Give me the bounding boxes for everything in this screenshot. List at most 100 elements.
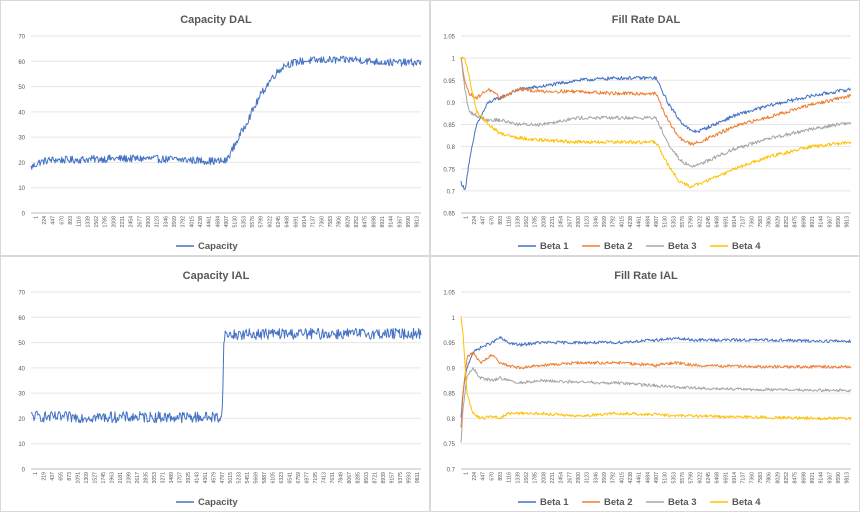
x-tick-label: 2454 — [559, 472, 565, 484]
x-tick-label: 5353 — [671, 472, 677, 484]
y-tick-label: 70 — [18, 291, 25, 297]
x-tick-label: 6691 — [723, 216, 729, 228]
x-tick-label: 9590 — [406, 216, 412, 228]
legend-label-beta-2: Beta 2 — [604, 241, 633, 252]
y-tick-label: 0.7 — [447, 468, 456, 474]
x-tick-label: 7195 — [313, 472, 319, 484]
x-tick-label: 670 — [489, 472, 495, 481]
x-tick-label: 1339 — [85, 216, 91, 228]
x-tick-label: 4015 — [189, 216, 195, 228]
x-tick-label: 5887 — [262, 472, 268, 484]
x-tick-label: 7360 — [749, 216, 755, 228]
x-tick-label: 4684 — [215, 216, 221, 228]
x-tick-label: 6245 — [276, 216, 282, 228]
x-tick-label: 2008 — [111, 216, 117, 228]
x-tick-label: 7360 — [319, 216, 325, 228]
legend-label-beta-1: Beta 1 — [540, 241, 569, 252]
x-tick-label: 4015 — [619, 472, 625, 484]
x-tick-label: 6468 — [715, 472, 721, 484]
x-tick-label: 3792 — [611, 472, 617, 484]
x-tick-label: 2900 — [146, 216, 152, 228]
x-tick-label: 6914 — [732, 216, 738, 228]
x-tick-label: 2008 — [541, 472, 547, 484]
y-tick-label: 20 — [18, 417, 25, 423]
x-tick-label: 1562 — [94, 216, 100, 228]
y-tick-label: 60 — [18, 60, 25, 66]
y-tick-label: 50 — [18, 85, 25, 91]
y-tick-label: 20 — [18, 161, 25, 167]
x-tick-label: 8698 — [801, 216, 807, 228]
x-tick-label: 3346 — [163, 216, 169, 228]
x-tick-label: 893 — [68, 216, 74, 225]
y-tick-label: 0.85 — [443, 123, 455, 129]
x-tick-label: 6691 — [723, 472, 729, 484]
x-tick-label: 4143 — [194, 472, 200, 484]
x-tick-label: 9367 — [827, 472, 833, 484]
x-tick-label: 1562 — [524, 472, 530, 484]
legend-label-beta-2: Beta 2 — [604, 497, 633, 508]
y-tick-label: 0.75 — [443, 167, 455, 173]
x-tick-label: 224 — [472, 472, 478, 481]
x-tick-label: 4907 — [654, 472, 660, 484]
x-tick-label: 9813 — [415, 216, 421, 228]
x-tick-label: 893 — [498, 216, 504, 225]
x-tick-label: 5669 — [254, 472, 260, 484]
chart-title: Fill Rate DAL — [612, 14, 681, 26]
x-tick-label: 1 — [463, 216, 469, 219]
y-tick-label: 0.95 — [443, 79, 455, 85]
x-tick-label: 2399 — [127, 472, 133, 484]
x-tick-label: 1116 — [77, 216, 83, 227]
legend-label-beta-3: Beta 3 — [668, 241, 697, 252]
y-tick-label: 10 — [18, 186, 25, 192]
x-tick-label: 7631 — [330, 472, 336, 484]
x-tick-label: 8285 — [355, 472, 361, 484]
x-tick-label: 4684 — [645, 216, 651, 228]
x-tick-label: 8698 — [801, 472, 807, 484]
y-tick-label: 0.75 — [443, 442, 455, 448]
x-tick-label: 9367 — [397, 216, 403, 228]
x-tick-label: 9813 — [845, 216, 851, 228]
x-tick-label: 4015 — [619, 216, 625, 228]
x-tick-label: 4461 — [207, 216, 213, 228]
x-tick-label: 3792 — [181, 216, 187, 228]
y-tick-label: 0 — [22, 212, 26, 218]
legend-label-beta-1: Beta 1 — [540, 497, 569, 508]
chart-svg: Fill Rate DAL0.650.70.750.80.850.90.9511… — [443, 14, 852, 252]
y-tick-label: 0.9 — [447, 366, 456, 372]
y-tick-label: 0 — [22, 468, 26, 474]
x-tick-label: 1963 — [110, 472, 116, 484]
x-tick-label: 3707 — [177, 472, 183, 484]
x-tick-label: 224 — [42, 216, 48, 225]
y-tick-label: 0.8 — [447, 417, 456, 423]
x-tick-label: 9590 — [836, 472, 842, 484]
series-line-beta-1 — [460, 75, 852, 190]
series-line-beta-1 — [460, 336, 852, 418]
x-tick-label: 1785 — [533, 216, 539, 228]
x-tick-label: 8698 — [371, 216, 377, 228]
x-tick-label: 7849 — [338, 472, 344, 484]
x-tick-label: 2900 — [576, 216, 582, 228]
x-tick-label: 1785 — [103, 216, 109, 228]
x-tick-label: 3123 — [585, 216, 591, 228]
x-tick-label: 1339 — [515, 216, 521, 228]
x-tick-label: 8721 — [372, 472, 378, 484]
x-tick-label: 3569 — [602, 216, 608, 228]
x-tick-label: 5353 — [671, 216, 677, 228]
x-tick-label: 2900 — [576, 472, 582, 484]
x-tick-label: 8029 — [775, 216, 781, 228]
legend-label-beta-4: Beta 4 — [732, 497, 761, 508]
x-tick-label: 3123 — [585, 472, 591, 484]
x-tick-label: 4579 — [211, 472, 217, 484]
x-tick-label: 2835 — [143, 472, 149, 484]
y-tick-label: 40 — [18, 110, 25, 116]
x-tick-label: 219 — [42, 472, 48, 481]
x-tick-label: 8921 — [810, 472, 816, 484]
x-tick-label: 5451 — [245, 472, 251, 484]
chart-title: Capacity DAL — [180, 14, 252, 26]
x-tick-label: 9157 — [389, 472, 395, 484]
x-tick-label: 3569 — [602, 472, 608, 484]
x-tick-label: 8921 — [810, 216, 816, 228]
x-tick-label: 2181 — [118, 472, 124, 484]
series-line-beta-4 — [460, 56, 852, 189]
series-line-beta-2 — [460, 351, 852, 428]
